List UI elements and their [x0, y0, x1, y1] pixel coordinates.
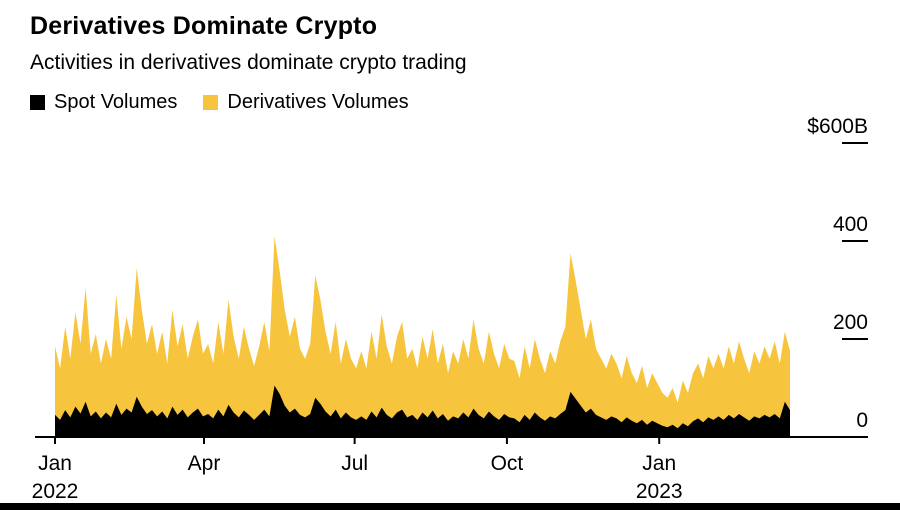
legend-item-derivatives-volumes: Derivatives Volumes [203, 91, 409, 114]
legend-label: Derivatives Volumes [227, 91, 409, 113]
x-tick-sublabel: 2023 [636, 480, 683, 503]
x-tick-label: Apr [188, 452, 221, 475]
x-tick-label: Jan [642, 452, 676, 475]
legend-swatch [30, 95, 45, 110]
bottom-border-bar [0, 503, 900, 510]
y-tick-label: 400 [833, 213, 868, 236]
x-tick-sublabel: 2022 [32, 480, 79, 503]
x-tick-label: Jan [38, 452, 72, 475]
x-tick-label: Oct [491, 452, 524, 475]
legend-swatch [203, 95, 219, 110]
legend-label: Spot Volumes [54, 91, 178, 113]
x-tick-label: Jul [341, 452, 368, 475]
chart-subtitle: Activities in derivatives dominate crypt… [30, 51, 467, 74]
chart-title: Derivatives Dominate Crypto [30, 12, 378, 40]
legend: Spot Volumes Derivatives Volumes [30, 91, 900, 114]
y-tick-label: $600B [807, 115, 868, 138]
spot-volumes-area [55, 385, 790, 437]
derivatives-volumes-area [55, 236, 790, 437]
chart-header: Derivatives Dominate Crypto Activities i… [0, 0, 900, 114]
y-tick-label: 200 [833, 311, 868, 334]
legend-item-spot-volumes: Spot Volumes [30, 91, 177, 114]
y-tick-label: 0 [856, 409, 868, 432]
